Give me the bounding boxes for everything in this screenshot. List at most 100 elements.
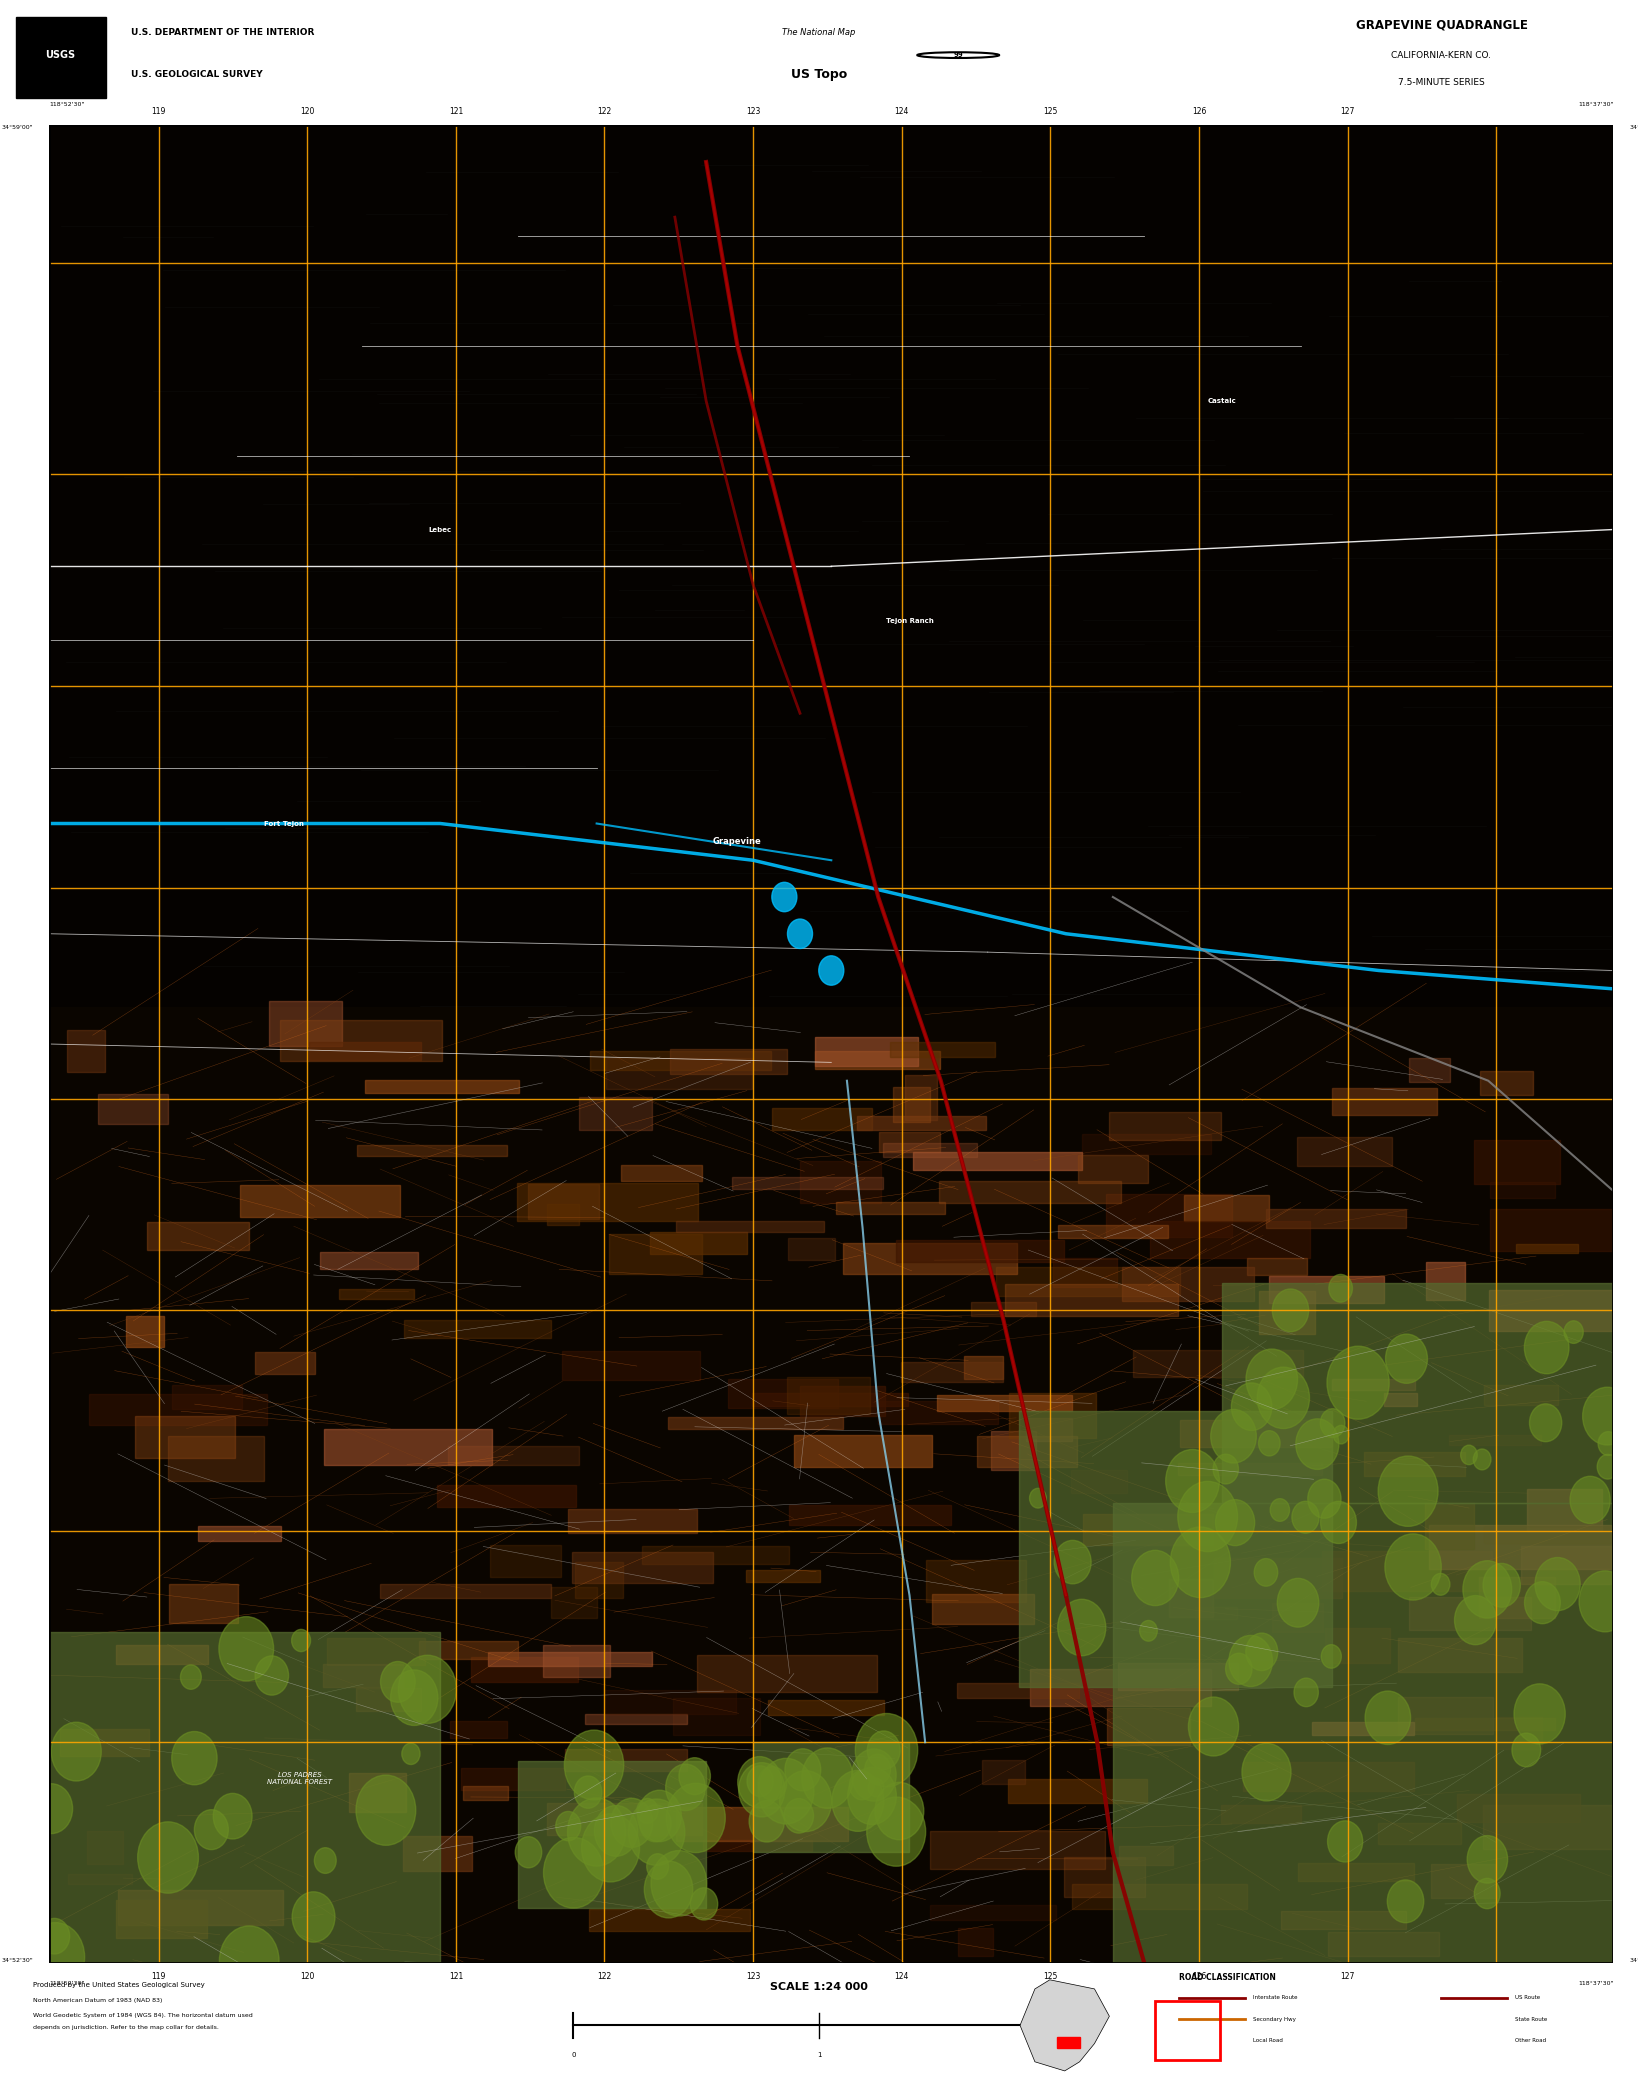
Circle shape xyxy=(832,1771,885,1831)
Text: US Route: US Route xyxy=(1515,1996,1540,2000)
Circle shape xyxy=(1482,1564,1520,1608)
Text: 125: 125 xyxy=(1043,106,1058,117)
Bar xyxy=(1378,1823,1461,1844)
Text: 33: 33 xyxy=(31,818,41,829)
Circle shape xyxy=(555,1812,581,1842)
Bar xyxy=(1196,1606,1237,1618)
Text: 0: 0 xyxy=(572,2053,575,2057)
Bar xyxy=(1170,1579,1214,1616)
Text: SCALE 1:24 000: SCALE 1:24 000 xyxy=(770,1982,868,1992)
Circle shape xyxy=(1327,1821,1363,1862)
Circle shape xyxy=(390,1670,437,1725)
Bar xyxy=(1409,1059,1450,1082)
Bar xyxy=(241,1186,400,1217)
Bar xyxy=(768,1700,885,1714)
Bar xyxy=(16,17,106,98)
Bar xyxy=(1325,1629,1391,1664)
Text: 127: 127 xyxy=(1340,106,1355,117)
Circle shape xyxy=(138,1823,198,1894)
Bar xyxy=(1384,1393,1417,1405)
Circle shape xyxy=(678,1758,711,1796)
Circle shape xyxy=(398,1656,457,1723)
Bar xyxy=(753,1741,909,1852)
Circle shape xyxy=(690,1888,717,1921)
Circle shape xyxy=(29,1783,72,1833)
Bar xyxy=(1004,1284,1178,1315)
Circle shape xyxy=(1322,1645,1342,1668)
Bar xyxy=(516,1182,698,1221)
Circle shape xyxy=(26,1923,85,1992)
Bar xyxy=(134,1416,234,1457)
Bar xyxy=(339,1288,414,1299)
Text: 31: 31 xyxy=(31,1297,41,1305)
Bar xyxy=(562,1351,699,1380)
Bar xyxy=(1432,1865,1495,1898)
Bar xyxy=(88,1395,267,1424)
Text: 30: 30 xyxy=(31,1535,41,1545)
Bar xyxy=(67,1029,105,1071)
Circle shape xyxy=(1474,1879,1500,1908)
Text: 34°52'30": 34°52'30" xyxy=(1630,1959,1638,1963)
Text: 121: 121 xyxy=(449,106,464,117)
Circle shape xyxy=(213,1794,252,1840)
Circle shape xyxy=(647,1854,668,1879)
Circle shape xyxy=(785,1798,814,1833)
Text: 118°37'30": 118°37'30" xyxy=(1577,1982,1613,1986)
Bar xyxy=(794,1434,932,1468)
Bar xyxy=(901,1361,1002,1382)
Bar xyxy=(801,1386,885,1416)
Bar xyxy=(773,1109,871,1130)
Text: 124: 124 xyxy=(894,1971,909,1982)
Circle shape xyxy=(1166,1449,1219,1512)
Circle shape xyxy=(780,1771,832,1831)
Circle shape xyxy=(1320,1501,1356,1543)
Bar xyxy=(1425,1503,1474,1549)
Bar xyxy=(547,1203,580,1226)
Circle shape xyxy=(852,1750,896,1802)
Circle shape xyxy=(581,1814,639,1881)
Bar xyxy=(1328,1931,1440,1956)
Circle shape xyxy=(401,1743,419,1764)
Bar xyxy=(1155,2000,1220,2059)
Circle shape xyxy=(801,1748,853,1808)
Circle shape xyxy=(650,1850,706,1917)
Text: 122: 122 xyxy=(598,106,611,117)
Bar xyxy=(578,1096,652,1130)
Circle shape xyxy=(1225,1654,1251,1685)
Circle shape xyxy=(819,956,844,986)
Bar xyxy=(1007,1779,1147,1802)
Bar xyxy=(1489,1290,1638,1330)
Circle shape xyxy=(1582,1386,1631,1445)
Circle shape xyxy=(1571,1476,1610,1524)
Circle shape xyxy=(1030,1489,1047,1508)
Circle shape xyxy=(1599,1432,1618,1455)
Text: 31: 31 xyxy=(1622,1297,1631,1305)
Circle shape xyxy=(1228,1635,1273,1687)
Bar xyxy=(1281,1911,1405,1929)
Bar xyxy=(1065,1856,1145,1898)
Bar xyxy=(930,1831,1106,1869)
Bar xyxy=(357,1687,421,1710)
Bar xyxy=(1271,1604,1324,1633)
Bar xyxy=(198,1526,282,1541)
Bar xyxy=(790,1505,950,1524)
Bar xyxy=(1109,1111,1220,1140)
Circle shape xyxy=(1178,1480,1238,1551)
Bar xyxy=(958,1927,993,1956)
Bar xyxy=(906,1075,937,1119)
Bar xyxy=(310,1042,421,1061)
Text: 120: 120 xyxy=(300,106,314,117)
Bar xyxy=(585,1714,686,1725)
Bar xyxy=(1495,1716,1541,1750)
Bar xyxy=(1030,1668,1210,1706)
Bar xyxy=(1428,1524,1612,1570)
Text: GRAPEVINE QUADRANGLE: GRAPEVINE QUADRANGLE xyxy=(1356,19,1527,31)
Bar xyxy=(642,1545,790,1564)
Circle shape xyxy=(848,1766,896,1825)
Circle shape xyxy=(850,1771,875,1800)
Bar xyxy=(1397,1698,1494,1733)
Circle shape xyxy=(1386,1334,1427,1384)
Text: 124: 124 xyxy=(894,106,909,117)
Bar xyxy=(857,1117,986,1130)
Bar xyxy=(588,1908,750,1931)
